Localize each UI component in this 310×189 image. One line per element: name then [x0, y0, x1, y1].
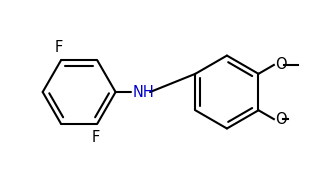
Text: O: O [275, 112, 286, 127]
Text: F: F [91, 129, 100, 145]
Text: NH: NH [132, 84, 154, 100]
Text: O: O [275, 57, 286, 72]
Text: F: F [55, 40, 63, 55]
